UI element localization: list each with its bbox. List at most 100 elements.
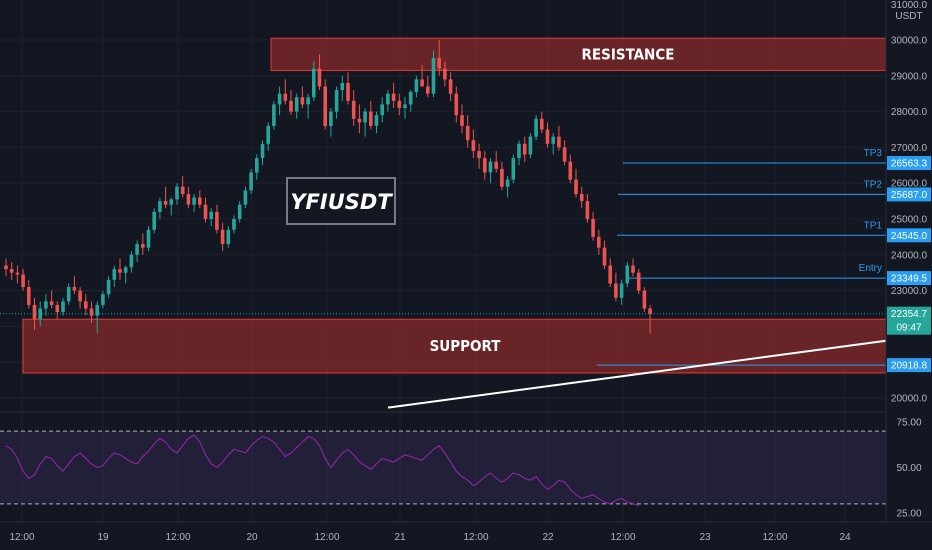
candle-body [192, 197, 196, 205]
candle-body [243, 190, 248, 205]
candle-body [272, 104, 276, 126]
candle-29 [169, 197, 174, 216]
rsi-tick-2: 25.00 [896, 508, 921, 519]
candle-60 [346, 72, 350, 105]
candle-body [431, 57, 436, 94]
candle-body [351, 100, 356, 119]
candle-body [346, 82, 350, 101]
candle-28 [163, 186, 168, 209]
candle-47 [272, 100, 276, 130]
candle-body [403, 104, 407, 109]
candle-72 [414, 75, 419, 98]
candle-12 [72, 276, 77, 295]
candle-87 [500, 161, 504, 191]
price-tick-3: 27000.0 [891, 143, 928, 154]
candle-55 [317, 54, 322, 91]
trendline[interactable] [387, 339, 887, 409]
candle-70 [403, 97, 407, 119]
candle-77 [443, 61, 447, 87]
candle-body [545, 129, 550, 144]
candle-85 [488, 158, 493, 184]
candle-109 [625, 261, 630, 288]
candle-92 [528, 133, 533, 159]
candle-body [397, 100, 402, 109]
candle-68 [391, 82, 396, 109]
candle-56 [323, 79, 327, 130]
candle-body [289, 100, 293, 112]
chart-title: YFIUSDT [290, 190, 393, 214]
candle-body [619, 283, 624, 298]
candle-76 [437, 40, 441, 76]
candle-body [408, 91, 413, 105]
rsi-axis: 75.00 50.00 25.00 [896, 418, 921, 520]
zone-resistance[interactable] [270, 37, 887, 71]
time-tick-8: 12:00 [610, 532, 635, 543]
candle-body [146, 229, 151, 248]
candle-body [625, 265, 630, 284]
candle-body [460, 115, 464, 126]
title-box: YFIUSDT [286, 177, 396, 225]
candle-body [391, 93, 396, 101]
candle-95 [545, 122, 550, 148]
candle-body [443, 68, 447, 80]
candle-body [106, 279, 111, 295]
candle-body [49, 301, 54, 305]
candle-body [608, 265, 612, 284]
candle-body [483, 158, 487, 173]
candle-body [84, 301, 88, 309]
candle-103 [591, 211, 595, 241]
candle-62 [357, 104, 362, 134]
candle-112 [642, 287, 647, 313]
candle-111 [636, 269, 641, 295]
candle-body [511, 158, 516, 180]
zone-support[interactable] [22, 318, 887, 374]
candle-body [175, 186, 179, 200]
candle-body [89, 308, 94, 316]
candle-80 [460, 104, 464, 134]
price-tick-5: 25000.0 [891, 215, 928, 226]
candle-body [426, 86, 430, 94]
candle-2 [15, 265, 20, 284]
candle-73 [420, 65, 424, 87]
candle-54 [312, 61, 316, 101]
candle-67 [386, 90, 390, 112]
level-name-tp2: TP2 [864, 179, 883, 190]
price-tags: 26563.3 25687.0 24545.0 23349.5 20918.8 22354… [887, 156, 931, 373]
candle-9 [55, 301, 60, 320]
price-tag-text: 23349.5 [891, 274, 928, 285]
price-tag-tp3 [887, 156, 931, 171]
candle-78 [448, 72, 453, 101]
candle-25 [146, 226, 151, 252]
candle-19 [112, 265, 117, 288]
time-tick-3: 20 [246, 532, 258, 543]
candle-body [198, 197, 202, 205]
candle-body [123, 267, 128, 273]
candle-107 [614, 272, 618, 302]
time-axis[interactable]: 12:00 19 12:00 20 12:00 21 12:00 22 12:00 23 12:00… [9, 532, 851, 543]
price-tag-text: 25687.0 [891, 190, 928, 201]
candle-body [152, 211, 156, 230]
countdown-text: 09:47 [896, 323, 921, 334]
candle-body [163, 201, 168, 205]
candle-6 [38, 301, 42, 327]
candle-body [380, 104, 384, 116]
candle-body [72, 287, 77, 291]
candle-body [534, 118, 538, 137]
candle-57 [329, 108, 333, 137]
time-tick-6: 12:00 [463, 532, 488, 543]
candle-body [9, 269, 14, 273]
candle-body [471, 140, 476, 151]
candle-48 [277, 86, 282, 116]
price-tick-7: 23000.0 [891, 286, 928, 297]
zone-label-support: SUPPORT [430, 337, 502, 355]
candle-42 [243, 186, 248, 209]
candle-45 [260, 140, 265, 166]
candle-body [15, 272, 20, 275]
candle-41 [237, 201, 242, 223]
candle-65 [374, 111, 379, 134]
candle-body [306, 97, 310, 105]
candle-body [294, 97, 299, 112]
rsi-tick-1: 50.00 [896, 463, 921, 474]
time-tick-5: 21 [394, 532, 406, 543]
